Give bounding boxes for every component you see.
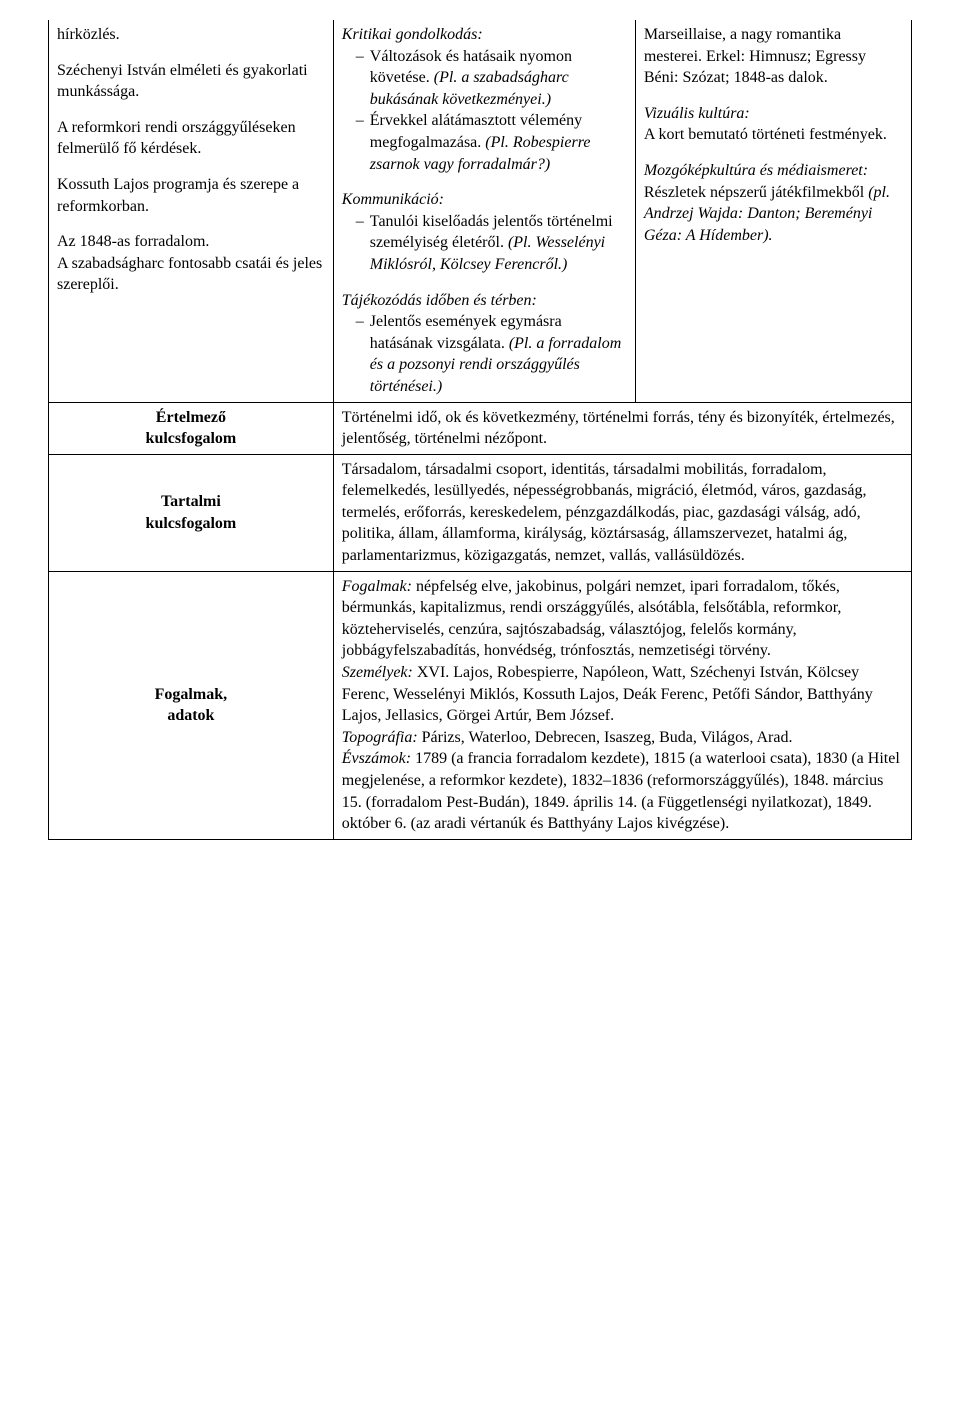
- cell-label: Értelmező kulcsfogalom: [49, 402, 334, 454]
- paragraph: Az 1848-as forradalom. A szabadságharc f…: [57, 231, 325, 296]
- paragraph: Személyek: XVI. Lajos, Robespierre, Napó…: [342, 662, 903, 727]
- paragraph: A kort bemutató történeti festmények.: [644, 124, 903, 146]
- row-label: Tartalmi kulcsfogalom: [57, 491, 325, 534]
- text: Az 1848-as forradalom.: [57, 233, 209, 250]
- cell-content: Történelmi idő, ok és következmény, tört…: [333, 402, 911, 454]
- section-heading: Kommunikáció:: [342, 189, 627, 211]
- list-item: Jelentős események egymásra hatásának vi…: [356, 311, 627, 397]
- section: Vizuális kultúra: A kort bemutató történ…: [644, 103, 903, 146]
- section: Kritikai gondolkodás: Változások és hatá…: [342, 24, 627, 175]
- paragraph: Topográfia: Párizs, Waterloo, Debrecen, …: [342, 727, 903, 749]
- section-heading: Vizuális kultúra:: [644, 103, 903, 125]
- paragraph: Történelmi idő, ok és következmény, tört…: [342, 407, 903, 450]
- text: népfelség elve, jakobinus, polgári nemze…: [342, 578, 842, 660]
- list-item: Tanulói kiselőadás jelentős történelmi s…: [356, 211, 627, 276]
- text: Párizs, Waterloo, Debrecen, Isaszeg, Bud…: [418, 729, 793, 746]
- table-row: Fogalmak, adatok Fogalmak: népfelség elv…: [49, 571, 912, 839]
- section-heading: Kritikai gondolkodás:: [342, 24, 627, 46]
- table-row: hírközlés. Széchenyi István elméleti és …: [49, 20, 912, 402]
- table-row: Tartalmi kulcsfogalom Társadalom, társad…: [49, 454, 912, 571]
- section-heading: Mozgóképkultúra és médiaismeret:: [644, 160, 903, 182]
- text: adatok: [167, 707, 214, 724]
- cell-col3: Marseillaise, a nagy romantika mesterei.…: [635, 20, 911, 402]
- paragraph: Kossuth Lajos programja és szerepe a ref…: [57, 174, 325, 217]
- cell-content: Társadalom, társadalmi csoport, identitá…: [333, 454, 911, 571]
- paragraph: Széchenyi István elméleti és gyakorlati …: [57, 60, 325, 103]
- list-item: Érvekkel alátámasztott vélemény megfogal…: [356, 110, 627, 175]
- text: Értelmező: [156, 409, 226, 426]
- list-item: Változások és hatásaik nyomon követése. …: [356, 46, 627, 111]
- cell-col1: hírközlés. Széchenyi István elméleti és …: [49, 20, 334, 402]
- text: A szabadságharc fontosabb csatái és jele…: [57, 255, 322, 294]
- section: Mozgóképkultúra és médiaismeret: Részlet…: [644, 160, 903, 246]
- paragraph: Évszámok: 1789 (a francia forradalom kez…: [342, 748, 903, 834]
- row-label: Értelmező kulcsfogalom: [57, 407, 325, 450]
- paragraph: A reformkori rendi országgyűléseken felm…: [57, 117, 325, 160]
- bullet-list: Változások és hatásaik nyomon követése. …: [356, 46, 627, 176]
- text: Tartalmi: [161, 493, 221, 510]
- section: Tájékozódás időben és térben: Jelentős e…: [342, 290, 627, 398]
- bullet-list: Jelentős események egymásra hatásának vi…: [356, 311, 627, 397]
- text: 1789 (a francia forradalom kezdete), 181…: [342, 750, 900, 832]
- section: Kommunikáció: Tanulói kiselőadás jelentő…: [342, 189, 627, 275]
- cell-label: Fogalmak, adatok: [49, 571, 334, 839]
- cell-content: Fogalmak: népfelség elve, jakobinus, pol…: [333, 571, 911, 839]
- main-table: hírközlés. Széchenyi István elméleti és …: [48, 20, 912, 840]
- text: Fogalmak,: [155, 686, 227, 703]
- text: XVI. Lajos, Robespierre, Napóleon, Watt,…: [342, 664, 873, 724]
- text: Részletek népszerű játékfilmekből: [644, 184, 868, 201]
- text: kulcsfogalom: [146, 515, 237, 532]
- inline-label: Évszámok:: [342, 750, 411, 767]
- inline-label: Személyek:: [342, 664, 413, 681]
- inline-label: Fogalmak:: [342, 578, 412, 595]
- paragraph: Társadalom, társadalmi csoport, identitá…: [342, 459, 903, 567]
- text: kulcsfogalom: [146, 430, 237, 447]
- cell-col2: Kritikai gondolkodás: Változások és hatá…: [333, 20, 635, 402]
- cell-label: Tartalmi kulcsfogalom: [49, 454, 334, 571]
- paragraph: hírközlés.: [57, 24, 325, 46]
- bullet-list: Tanulói kiselőadás jelentős történelmi s…: [356, 211, 627, 276]
- paragraph: Fogalmak: népfelség elve, jakobinus, pol…: [342, 576, 903, 662]
- section-heading: Tájékozódás időben és térben:: [342, 290, 627, 312]
- paragraph: Részletek népszerű játékfilmekből (pl. A…: [644, 182, 903, 247]
- paragraph: Marseillaise, a nagy romantika mesterei.…: [644, 24, 903, 89]
- table-row: Értelmező kulcsfogalom Történelmi idő, o…: [49, 402, 912, 454]
- row-label: Fogalmak, adatok: [57, 684, 325, 727]
- inline-label: Topográfia:: [342, 729, 418, 746]
